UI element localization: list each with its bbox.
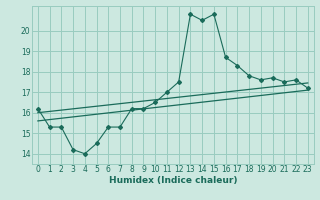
X-axis label: Humidex (Indice chaleur): Humidex (Indice chaleur) xyxy=(108,176,237,185)
